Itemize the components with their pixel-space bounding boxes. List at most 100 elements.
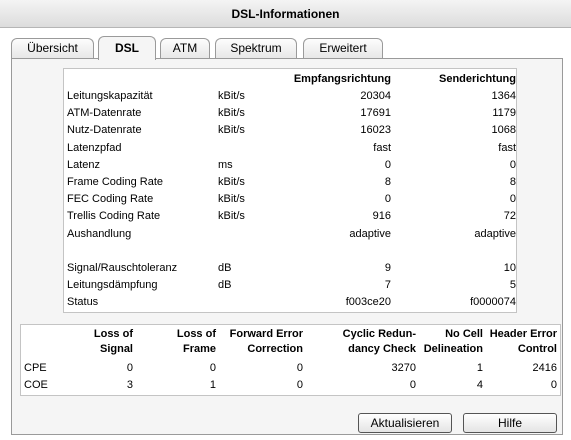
row-unit <box>218 294 278 311</box>
dsl-table-row: Frame Coding Rate kBit/s 8 8 <box>64 174 518 191</box>
error-column-header-line1: Forward Error <box>229 328 303 340</box>
row-value-rx: 9 <box>384 262 391 274</box>
row-label: Aushandlung <box>67 227 132 240</box>
error-value: 0 <box>550 379 557 391</box>
row-value-tx: fast <box>498 141 516 154</box>
dsl-table-row: Aushandlung adaptive adaptive <box>64 226 518 243</box>
dsl-table-row: Leitungsdämpfung dB 7 5 <box>64 277 518 294</box>
row-value-tx: 1364 <box>491 90 516 102</box>
error-value: 2416 <box>532 362 557 374</box>
row-value-rx: 16023 <box>360 124 391 137</box>
error-counter-table: Loss of Signal Loss of Frame Forward Error Co… <box>20 324 561 396</box>
error-column-header: Loss of Frame <box>121 327 216 357</box>
error-column-header: Forward Error Correction <box>208 327 303 357</box>
error-table-row: COE 3 1 0 0 4 0 <box>21 377 562 394</box>
row-value-tx: 0 <box>509 158 516 171</box>
error-column-header-line2: Control <box>517 343 557 355</box>
row-value-tx: 10 <box>503 262 516 274</box>
row-unit <box>218 140 278 157</box>
row-unit <box>218 226 278 243</box>
row-unit: dB <box>218 262 232 274</box>
dsl-table-row <box>64 243 518 260</box>
row-label: Latenzpfad <box>67 141 122 154</box>
row-label: Leitungskapazität <box>67 90 153 102</box>
error-column-header-line1: Loss of <box>176 328 216 340</box>
error-column-header: Cyclic Redun-dancy Check <box>321 327 416 357</box>
error-column-header-line2: Frame <box>182 343 216 355</box>
error-value: 0 <box>296 362 303 374</box>
error-row-label: COE <box>24 379 48 391</box>
row-value-rx <box>271 243 391 260</box>
header-empfangsrichtung: Empfangsrichtung <box>293 73 391 85</box>
row-label: Latenz <box>67 158 101 171</box>
dsl-table-row: Status f003ce20 f0000074 <box>64 294 518 311</box>
error-value: 0 <box>409 379 416 391</box>
row-value-tx: f0000074 <box>470 296 516 309</box>
tab-erweitert[interactable]: Erweitert <box>303 38 383 59</box>
error-value: 1 <box>476 362 483 374</box>
dsl-table-row: Trellis Coding Rate kBit/s 916 72 <box>64 208 518 225</box>
error-column-header: Loss of Signal <box>38 327 133 357</box>
error-column-header-line1: Header Error <box>489 328 557 340</box>
error-table-row: CPE 0 0 0 3270 1 2416 <box>21 360 562 377</box>
row-label: Nutz-Datenrate <box>67 124 142 137</box>
row-value-rx: 20304 <box>360 90 391 102</box>
row-value-tx: 5 <box>509 279 516 292</box>
error-value: 0 <box>126 362 133 374</box>
refresh-button[interactable]: Aktualisieren <box>358 413 452 433</box>
error-column-header-line1: Cyclic Redun- <box>342 328 416 340</box>
row-value-tx: 1068 <box>491 124 516 137</box>
row-label: Leitungsdämpfung <box>67 279 158 292</box>
dsl-info-table: Empfangsrichtung Senderichtung Leitungsk… <box>63 68 517 313</box>
row-value-rx: fast <box>373 141 391 154</box>
row-label <box>67 243 217 260</box>
row-label: Signal/Rauschtoleranz <box>67 262 178 274</box>
row-label: ATM-Datenrate <box>67 107 142 120</box>
row-value-rx: 0 <box>384 193 391 206</box>
error-column-header-line2: Correction <box>247 343 303 355</box>
row-value-tx: 1179 <box>492 107 516 120</box>
dsl-table-row: Latenzpfad fast fast <box>64 140 518 157</box>
row-label: Status <box>67 296 99 309</box>
dsl-table-row: Leitungskapazität kBit/s 20304 1364 <box>64 88 518 105</box>
dsl-table-row: Nutz-Datenrate kBit/s 16023 1068 <box>64 122 518 139</box>
dsl-table-row: Latenz ms 0 0 <box>64 157 518 174</box>
row-value-rx: 17691 <box>360 107 391 120</box>
row-value-rx: 7 <box>384 279 391 292</box>
dsl-table-header: Empfangsrichtung Senderichtung <box>64 71 518 88</box>
row-value-rx: f003ce20 <box>345 296 391 309</box>
row-unit: dB <box>218 279 232 292</box>
row-unit: kBit/s <box>218 107 245 120</box>
dsl-table-row: FEC Coding Rate kBit/s 0 0 <box>64 191 518 208</box>
row-label: Trellis Coding Rate <box>67 210 161 223</box>
row-value-tx: adaptive <box>474 227 516 240</box>
error-value: 1 <box>209 379 216 391</box>
row-unit: kBit/s <box>218 210 245 223</box>
error-value: 3 <box>126 379 133 391</box>
row-unit: ms <box>218 158 233 171</box>
error-column-header: No Cell Delineation <box>388 327 483 357</box>
row-unit <box>218 243 278 260</box>
row-label: FEC Coding Rate <box>67 193 154 206</box>
row-unit: kBit/s <box>218 193 245 206</box>
tab-dsl[interactable]: DSL <box>98 36 156 60</box>
error-value: 0 <box>296 379 303 391</box>
row-label: Frame Coding Rate <box>67 176 163 188</box>
error-column-header-line2: Signal <box>99 343 133 355</box>
help-button[interactable]: Hilfe <box>463 413 557 433</box>
error-value: 0 <box>209 362 216 374</box>
row-unit: kBit/s <box>218 124 245 137</box>
row-value-rx: 916 <box>372 210 391 223</box>
row-value-rx: 0 <box>384 158 391 171</box>
error-value: 3270 <box>391 362 416 374</box>
tab-uebersicht[interactable]: Übersicht <box>11 38 94 59</box>
dsl-table-row: ATM-Datenrate kBit/s 17691 1179 <box>64 105 518 122</box>
error-value: 4 <box>476 379 483 391</box>
row-value-tx: 8 <box>509 176 516 188</box>
dsl-table-row: Signal/Rauschtoleranz dB 9 10 <box>64 260 518 277</box>
tab-atm[interactable]: ATM <box>160 38 210 59</box>
tab-spektrum[interactable]: Spektrum <box>215 38 297 59</box>
row-unit: kBit/s <box>218 176 245 188</box>
error-row-label: CPE <box>24 362 47 374</box>
row-value-rx: adaptive <box>349 227 391 240</box>
